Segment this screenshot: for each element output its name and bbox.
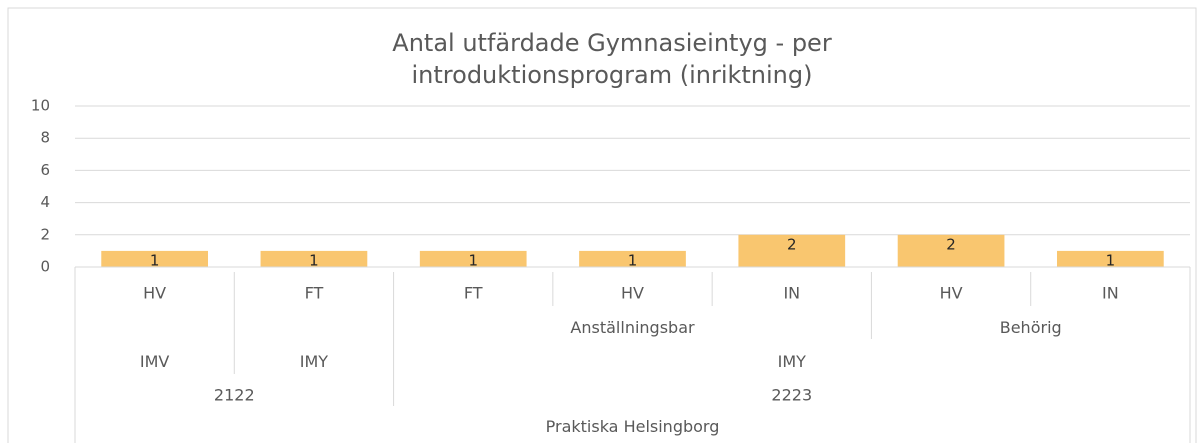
y-tick-label: 4 (40, 193, 50, 211)
group-label: 2223 (771, 386, 812, 405)
group-label: 2122 (214, 386, 255, 405)
data-label: 1 (468, 251, 478, 269)
x-tick-label: HV (621, 284, 644, 303)
bar (738, 234, 846, 267)
data-label: 2 (946, 235, 956, 253)
chart-title: Antal utfärdade Gymnasieintyg - per (392, 29, 832, 57)
x-tick-label: HV (143, 284, 166, 303)
bar (419, 250, 527, 267)
x-tick-label: HV (940, 284, 963, 303)
data-label: 1 (628, 251, 638, 269)
x-tick-label: FT (305, 284, 324, 303)
y-tick-label: 0 (40, 258, 50, 276)
group-label: IMY (300, 352, 329, 371)
group-label: Behörig (1000, 318, 1062, 337)
y-tick-label: 6 (40, 161, 50, 179)
x-tick-label: IN (783, 284, 800, 303)
group-label: Anställningsbar (570, 318, 695, 337)
group-label: IMY (778, 352, 807, 371)
group-label: IMV (140, 352, 170, 371)
y-tick-label: 2 (40, 225, 50, 243)
bar (101, 250, 209, 267)
y-tick-label: 10 (31, 97, 50, 115)
x-tick-label: IN (1102, 284, 1119, 303)
data-label: 2 (787, 235, 797, 253)
data-label: 1 (309, 251, 319, 269)
group-label: Praktiska Helsingborg (546, 417, 720, 436)
chart-title: introduktionsprogram (inriktning) (412, 61, 813, 89)
x-tick-label: FT (464, 284, 483, 303)
y-tick-label: 8 (40, 129, 50, 147)
bar (260, 250, 368, 267)
bar (579, 250, 686, 267)
data-label: 1 (150, 251, 160, 269)
chart-border (7, 7, 1197, 447)
data-label: 1 (1106, 251, 1116, 269)
bar (1056, 250, 1164, 267)
bar (897, 234, 1005, 267)
